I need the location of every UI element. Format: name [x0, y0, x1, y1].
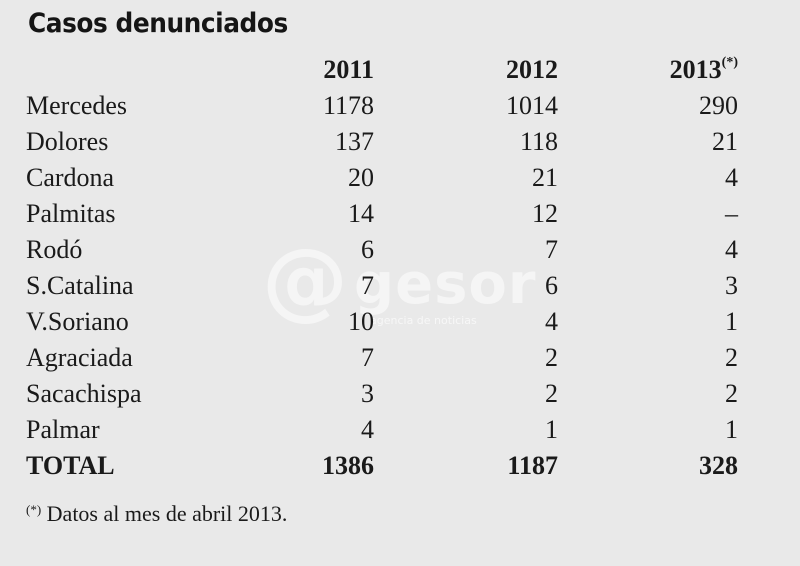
- cell-2012: 21: [532, 163, 558, 192]
- table-header-row: 2011 2012 2013(*): [24, 52, 738, 88]
- cell-2011: 4: [361, 415, 374, 444]
- header-2013-label: 2013: [669, 55, 722, 84]
- table-row: Sacachispa 3 2 2: [24, 376, 738, 412]
- table-row: S.Catalina 7 6 3: [24, 268, 738, 304]
- cell-2013: 1: [725, 307, 738, 336]
- row-name: Cardona: [26, 163, 115, 192]
- cell-2013: 1: [725, 415, 738, 444]
- cell-2012: 1014: [506, 91, 558, 120]
- cell-2011: 7: [361, 343, 374, 372]
- cell-2013: 21: [712, 127, 738, 156]
- footnote: (*) Datos al mes de abril 2013.: [26, 501, 287, 527]
- table-row: Rodó 6 7 4: [24, 232, 738, 268]
- cell-2013: 3: [725, 271, 738, 300]
- cell-2011: 7: [361, 271, 374, 300]
- table-row: Palmitas 14 12 –: [24, 196, 738, 232]
- cell-2012: 12: [532, 199, 558, 228]
- table-row: Palmar 4 1 1: [24, 412, 738, 448]
- cell-2012: 7: [545, 235, 558, 264]
- header-2013-marker: (*): [721, 55, 738, 70]
- header-2011: 2011: [323, 55, 374, 84]
- cell-2011: 137: [335, 127, 374, 156]
- total-row: TOTAL 1386 1187 328: [24, 448, 738, 484]
- header-2012: 2012: [506, 55, 558, 84]
- cell-2011: 20: [348, 163, 374, 192]
- cell-2013: 2: [725, 343, 738, 372]
- cell-2011: 6: [361, 235, 374, 264]
- row-name: Rodó: [26, 235, 83, 264]
- cell-2013: 4: [725, 235, 738, 264]
- total-label: TOTAL: [26, 451, 115, 480]
- cell-2011: 14: [348, 199, 374, 228]
- cell-2013: 290: [699, 91, 738, 120]
- page-title: Casos denunciados: [28, 8, 288, 39]
- cell-2011: 3: [361, 379, 374, 408]
- table-body: Mercedes 1178 1014 290 Dolores 137 118 21 Cardon…: [24, 88, 738, 484]
- table-row: Mercedes 1178 1014 290: [24, 88, 738, 124]
- total-2012: 1187: [507, 451, 558, 480]
- cell-2013: 2: [725, 379, 738, 408]
- table-row: Dolores 137 118 21: [24, 124, 738, 160]
- cell-2012: 1: [545, 415, 558, 444]
- row-name: Palmar: [26, 415, 100, 444]
- cell-2012: 6: [545, 271, 558, 300]
- header-2013: 2013(*): [558, 52, 738, 88]
- table-row: Agraciada 7 2 2: [24, 340, 738, 376]
- cell-2012: 4: [545, 307, 558, 336]
- cell-2012: 2: [545, 343, 558, 372]
- footnote-marker: (*): [26, 502, 42, 517]
- row-name: S.Catalina: [26, 271, 134, 300]
- cell-2012: 2: [545, 379, 558, 408]
- total-2011: 1386: [322, 451, 374, 480]
- cell-2012: 118: [519, 127, 558, 156]
- total-2013: 328: [699, 451, 738, 480]
- row-name: Agraciada: [26, 343, 133, 372]
- cases-table: 2011 2012 2013(*) Mercedes 1178 1014 290 Dol…: [24, 52, 738, 484]
- row-name: Mercedes: [26, 91, 128, 120]
- table-row: V.Soriano 10 4 1: [24, 304, 738, 340]
- row-name: V.Soriano: [26, 307, 129, 336]
- header-blank: [24, 52, 256, 88]
- row-name: Dolores: [26, 127, 109, 156]
- table-row: Cardona 20 21 4: [24, 160, 738, 196]
- row-name: Sacachispa: [26, 379, 142, 408]
- footnote-text: Datos al mes de abril 2013.: [41, 501, 288, 526]
- cell-2013: 4: [725, 163, 738, 192]
- row-name: Palmitas: [26, 199, 116, 228]
- cell-2011: 1178: [322, 91, 374, 120]
- cell-2011: 10: [348, 307, 374, 336]
- cell-2013: –: [725, 199, 738, 228]
